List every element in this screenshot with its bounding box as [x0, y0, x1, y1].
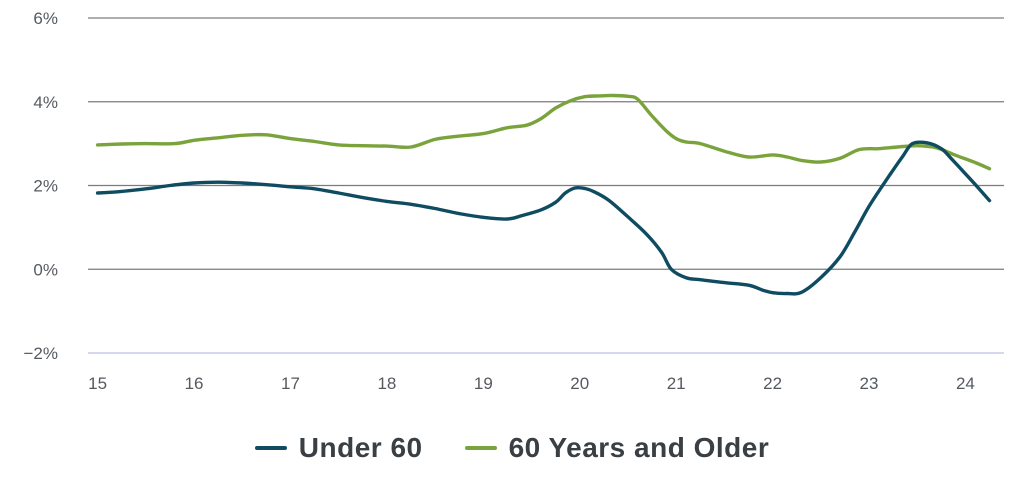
x-tick-label: 24	[956, 374, 975, 393]
x-tick-label: 17	[281, 374, 300, 393]
legend-swatch-60-years-and-older	[464, 446, 497, 450]
series-line-60-years-and-older	[95, 93, 992, 171]
legend-label-under-60: Under 60	[298, 432, 423, 463]
y-tick-label: 0%	[33, 260, 58, 279]
x-tick-label: 20	[570, 374, 589, 393]
series-line-under-60	[95, 140, 992, 296]
legend-swatch-under-60	[254, 446, 287, 450]
series-lines	[95, 93, 992, 296]
x-tick-label: 18	[377, 374, 396, 393]
chart-legend: Under 60 60 Years and Older	[0, 432, 1024, 464]
y-tick-label: 2%	[33, 177, 58, 196]
axis-tick-labels: 6% 4% 2% 0% −2% 15 16 17 18 19 20 21 22 23 24	[24, 9, 975, 393]
x-tick-label: 15	[88, 374, 107, 393]
y-tick-label: 6%	[33, 9, 58, 28]
y-tick-label: −2%	[24, 344, 59, 363]
legend-item-60-years-and-older: 60 Years and Older	[464, 432, 770, 464]
y-tick-label: 4%	[33, 93, 58, 112]
x-tick-label: 22	[763, 374, 782, 393]
legend-label-60-years-and-older: 60 Years and Older	[508, 432, 770, 463]
x-tick-label: 21	[667, 374, 686, 393]
legend-item-under-60: Under 60	[254, 432, 423, 464]
x-tick-label: 23	[860, 374, 879, 393]
grid-lines	[88, 17, 1004, 354]
x-tick-label: 16	[185, 374, 204, 393]
x-tick-label: 19	[474, 374, 493, 393]
